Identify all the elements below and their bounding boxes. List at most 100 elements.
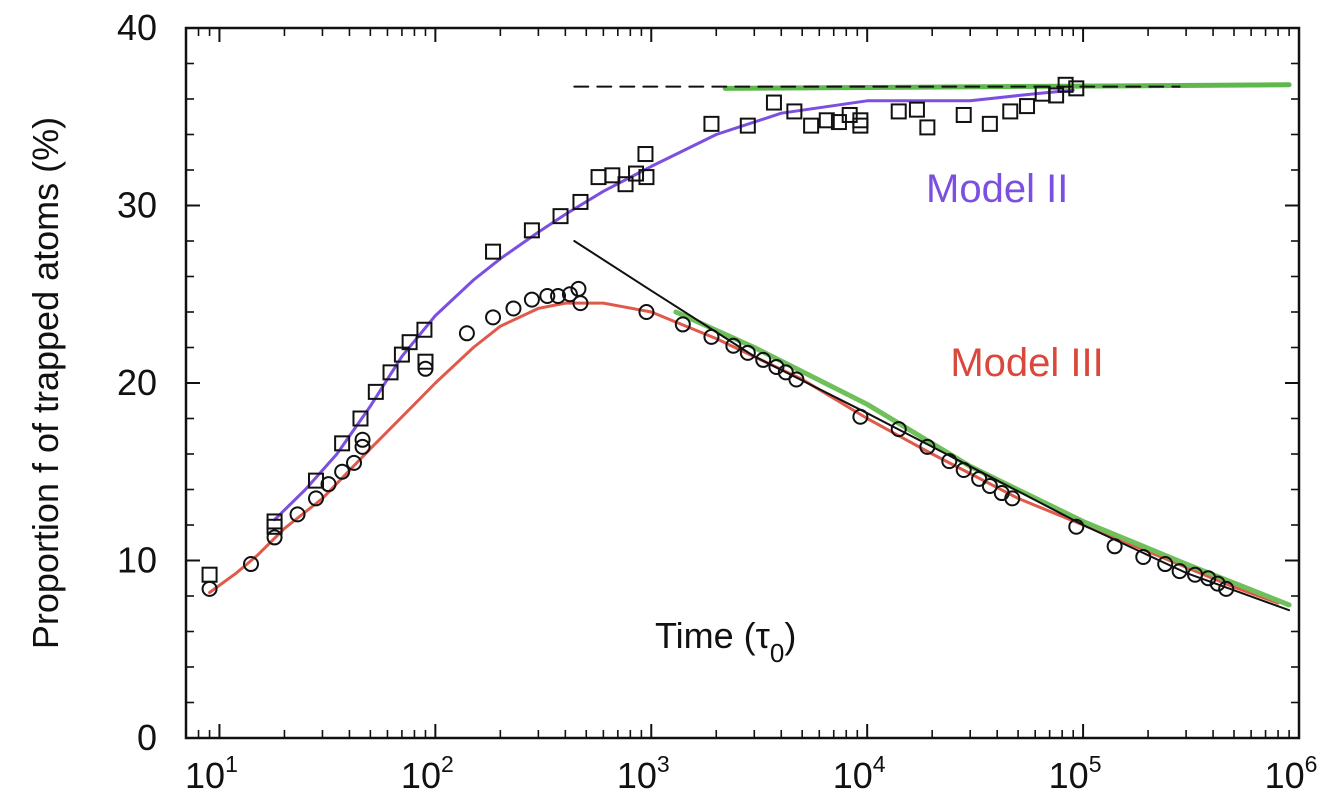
data-point-circle xyxy=(346,454,363,471)
x-axis-title: Time (τ0) xyxy=(655,615,796,668)
data-point-square xyxy=(1068,80,1085,97)
data-point-square xyxy=(572,193,589,210)
series-layer xyxy=(201,76,1292,612)
x-tick-label: 102 xyxy=(401,751,454,796)
series-line xyxy=(573,240,1291,612)
data-point-circle xyxy=(1135,548,1152,565)
data-point-circle xyxy=(458,325,475,342)
data-point-square xyxy=(1048,87,1065,104)
x-tick-exponent: 6 xyxy=(1305,751,1318,777)
data-point-circle xyxy=(354,438,371,455)
data-point-circle xyxy=(1218,580,1235,597)
x-tick-base: 10 xyxy=(1265,755,1305,796)
data-point-circle xyxy=(788,371,805,388)
data-point-circle xyxy=(725,337,742,354)
data-point-circle xyxy=(354,431,371,448)
x-tick-base: 10 xyxy=(833,755,873,796)
data-point-square xyxy=(604,167,621,184)
annotation-label: Model III xyxy=(950,341,1103,385)
series-line xyxy=(273,88,1075,522)
x-tick-label: 106 xyxy=(1265,751,1318,796)
y-tick-label: 0 xyxy=(137,717,157,758)
data-point-circle xyxy=(417,360,434,377)
data-point-square xyxy=(786,103,803,120)
y-tick-label: 40 xyxy=(117,7,157,48)
data-point-circle xyxy=(1068,518,1085,535)
data-point-circle xyxy=(755,351,772,368)
data-point-circle xyxy=(1004,490,1021,507)
ticks-layer xyxy=(185,27,1300,739)
y-axis-title: Proportion f of trapped atoms (%) xyxy=(25,117,66,649)
x-axis-title-sub: 0 xyxy=(770,638,784,668)
y-tick-label: 10 xyxy=(117,540,157,581)
data-point-square xyxy=(919,119,936,136)
data-point-square xyxy=(818,112,835,129)
data-point-circle xyxy=(201,580,218,597)
data-point-circle xyxy=(523,291,540,308)
data-point-circle xyxy=(334,463,351,480)
data-point-square xyxy=(523,222,540,239)
x-tick-label: 103 xyxy=(617,751,670,796)
data-point-circle xyxy=(1209,575,1226,592)
series-line xyxy=(208,301,1280,605)
data-point-circle xyxy=(739,344,756,361)
data-point-square xyxy=(552,208,569,225)
data-point-circle xyxy=(852,408,869,425)
data-point-square xyxy=(417,353,434,370)
data-point-square xyxy=(981,115,998,132)
series-line xyxy=(722,82,1292,91)
x-tick-base: 10 xyxy=(617,755,657,796)
y-tick-label: 30 xyxy=(117,185,157,226)
x-tick-exponent: 5 xyxy=(1089,751,1102,777)
data-point-circle xyxy=(674,316,691,333)
data-point-square xyxy=(908,101,925,118)
data-point-circle xyxy=(981,477,998,494)
data-point-square xyxy=(201,566,218,583)
data-point-circle xyxy=(1157,556,1174,573)
data-point-circle xyxy=(703,328,720,345)
data-point-square xyxy=(367,383,384,400)
x-tick-label: 104 xyxy=(833,751,886,796)
data-point-square xyxy=(703,115,720,132)
data-point-circle xyxy=(266,529,283,546)
data-point-circle xyxy=(971,470,988,487)
data-point-circle xyxy=(561,286,578,303)
x-tick-exponent: 4 xyxy=(873,751,886,777)
data-point-circle xyxy=(890,421,907,438)
data-point-square xyxy=(334,435,351,452)
data-point-circle xyxy=(572,295,589,312)
y-tick-label: 20 xyxy=(117,362,157,403)
data-point-square xyxy=(1002,103,1019,120)
data-point-square xyxy=(382,364,399,381)
data-point-circle xyxy=(289,506,306,523)
data-point-square xyxy=(266,513,283,530)
data-point-square xyxy=(890,103,907,120)
x-tick-label: 101 xyxy=(185,751,238,796)
data-point-square xyxy=(352,410,369,427)
data-point-circle xyxy=(505,300,522,317)
data-point-circle xyxy=(1106,538,1123,555)
data-point-circle xyxy=(919,438,936,455)
data-point-circle xyxy=(550,288,567,305)
data-point-square xyxy=(638,169,655,186)
data-point-square xyxy=(852,117,869,134)
data-point-circle xyxy=(1200,570,1217,587)
data-point-square xyxy=(401,334,418,351)
data-point-square xyxy=(852,112,869,129)
data-point-circle xyxy=(307,490,324,507)
data-point-circle xyxy=(1171,563,1188,580)
x-tick-exponent: 3 xyxy=(657,751,670,777)
x-tick-base: 10 xyxy=(1049,755,1089,796)
data-point-circle xyxy=(955,461,972,478)
x-tick-base: 10 xyxy=(185,755,225,796)
x-tick-label: 105 xyxy=(1049,751,1102,796)
data-point-circle xyxy=(242,556,259,573)
x-tick-exponent: 2 xyxy=(441,751,454,777)
data-point-square xyxy=(841,106,858,123)
data-point-square xyxy=(803,117,820,134)
x-tick-exponent: 1 xyxy=(225,751,238,777)
data-point-square xyxy=(485,243,502,260)
x-axis-title-close: ) xyxy=(784,615,796,656)
data-point-square xyxy=(739,117,756,134)
